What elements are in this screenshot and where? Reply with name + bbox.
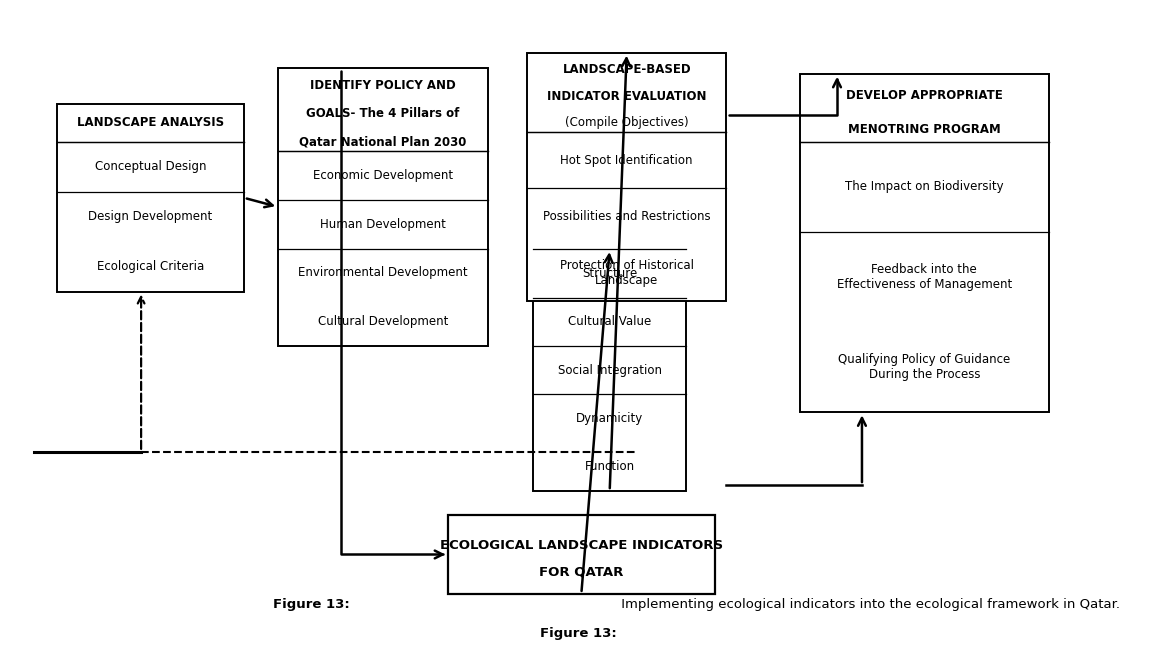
Text: MENOTRING PROGRAM: MENOTRING PROGRAM [848,124,1001,136]
Text: LANDSCAPE ANALYSIS: LANDSCAPE ANALYSIS [76,116,224,129]
Text: LANDSCAPE-BASED: LANDSCAPE-BASED [562,64,691,77]
Text: Design Development: Design Development [88,210,213,223]
Bar [799,74,1049,412]
Text: Human Development: Human Development [320,218,445,231]
Text: Cultural Development: Cultural Development [318,315,448,328]
Text: Figure 13: Implementing ecological indicators into the ecological framework in Q: Figure 13: Implementing ecological indic… [294,597,863,610]
Text: Figure 13:: Figure 13: [273,597,349,610]
Text: (Compile Objectives): (Compile Objectives) [565,116,688,129]
Text: Function: Function [584,460,635,473]
Text: INDICATOR EVALUATION: INDICATOR EVALUATION [547,90,707,103]
Text: DEVELOP APPROPRIATE: DEVELOP APPROPRIATE [846,90,1003,103]
Text: Hot Spot Identification: Hot Spot Identification [560,153,693,166]
Text: Environmental Development: Environmental Development [299,266,467,280]
Text: Cultural Value: Cultural Value [568,315,651,328]
Text: Conceptual Design: Conceptual Design [95,160,206,173]
Bar [528,53,725,300]
Bar [278,68,488,346]
Text: IDENTIFY POLICY AND: IDENTIFY POLICY AND [310,79,456,92]
Text: The Impact on Biodiversity: The Impact on Biodiversity [845,180,1003,193]
Text: Economic Development: Economic Development [312,169,454,182]
Text: Social Integration: Social Integration [558,363,662,376]
Bar [533,249,686,491]
Text: Protection of Historical
Landscape: Protection of Historical Landscape [560,259,694,287]
Text: Qualifying Policy of Guidance
During the Process: Qualifying Policy of Guidance During the… [838,354,1010,382]
Text: GOALS- The 4 Pillars of: GOALS- The 4 Pillars of [307,107,459,120]
Text: Figure 13:: Figure 13: [540,627,617,640]
Text: Feedback into the
Effectiveness of Management: Feedback into the Effectiveness of Manag… [837,263,1012,291]
Text: Possibilities and Restrictions: Possibilities and Restrictions [543,210,710,223]
Text: Structure: Structure [582,267,638,280]
Text: Implementing ecological indicators into the ecological framework in Qatar.: Implementing ecological indicators into … [618,597,1120,610]
Bar [448,515,715,594]
Bar [57,104,244,291]
Text: Qatar National Plan 2030: Qatar National Plan 2030 [300,135,466,148]
Text: FOR QATAR: FOR QATAR [539,566,624,578]
Text: Dynamicity: Dynamicity [576,412,643,425]
Text: Ecological Criteria: Ecological Criteria [97,260,204,273]
Text: ECOLOGICAL LANDSCAPE INDICATORS: ECOLOGICAL LANDSCAPE INDICATORS [440,539,723,552]
